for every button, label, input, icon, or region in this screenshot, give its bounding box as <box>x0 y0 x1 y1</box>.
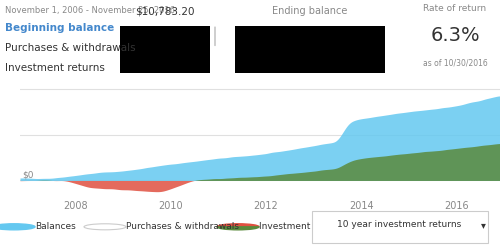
Text: November 1, 2006 - November 25, 2016: November 1, 2006 - November 25, 2016 <box>5 7 175 15</box>
Text: Investment returns: Investment returns <box>5 63 105 73</box>
Text: 10 year investment returns: 10 year investment returns <box>336 220 461 229</box>
FancyBboxPatch shape <box>235 26 385 73</box>
Text: Rate of return: Rate of return <box>424 4 486 13</box>
Text: Purchases & withdrawals: Purchases & withdrawals <box>126 222 239 231</box>
Circle shape <box>0 224 35 230</box>
Text: Balances: Balances <box>35 222 76 231</box>
FancyBboxPatch shape <box>120 26 210 73</box>
Text: $10,783.20: $10,783.20 <box>135 7 195 16</box>
Text: Beginning balance: Beginning balance <box>5 23 114 33</box>
Text: Purchases & withdrawals: Purchases & withdrawals <box>5 43 136 53</box>
Text: $0: $0 <box>22 171 34 180</box>
Text: ▾: ▾ <box>481 220 486 230</box>
FancyBboxPatch shape <box>312 211 488 243</box>
Text: as of 10/30/2016: as of 10/30/2016 <box>422 58 488 67</box>
Text: 6.3%: 6.3% <box>430 26 480 45</box>
Text: Ending balance: Ending balance <box>272 7 347 16</box>
Wedge shape <box>217 227 259 230</box>
Text: Investment returns: Investment returns <box>259 222 346 231</box>
Circle shape <box>84 224 126 230</box>
Wedge shape <box>217 224 259 227</box>
